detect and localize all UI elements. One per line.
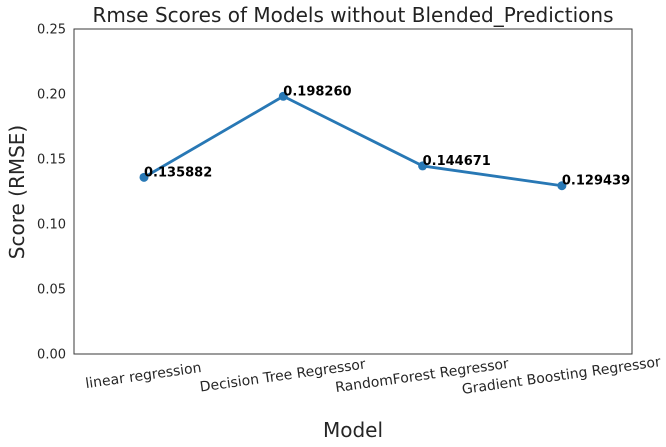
series-line-path <box>143 94 563 188</box>
y-tick-label: 0.00 <box>37 348 66 363</box>
data-label: 0.129439 <box>562 174 630 189</box>
chart-title: Rmse Scores of Models without Blended_Pr… <box>93 3 614 27</box>
data-point <box>139 172 149 182</box>
y-axis-label: Score (RMSE) <box>5 125 29 259</box>
data-point <box>557 181 567 191</box>
data-point <box>278 91 288 101</box>
data-labels: 0.135882 0.198260 0.144671 0.129439 <box>144 84 630 188</box>
y-tick-label: 0.20 <box>37 88 66 103</box>
series-points <box>139 91 567 191</box>
y-tick-label: 0.25 <box>37 23 66 38</box>
y-tick-label: 0.15 <box>37 153 66 168</box>
data-label: 0.144671 <box>423 154 491 169</box>
series-line <box>143 94 563 188</box>
y-axis-ticks: 0.00 0.05 0.10 0.15 0.20 0.25 <box>37 23 66 363</box>
plot-area-frame <box>73 28 633 355</box>
x-axis-label: Model <box>323 418 383 442</box>
y-tick-label: 0.05 <box>37 283 66 298</box>
data-point <box>418 161 428 171</box>
x-tick-label: linear regression <box>84 360 202 392</box>
y-tick-label: 0.10 <box>37 218 66 233</box>
data-label: 0.135882 <box>144 165 212 180</box>
data-label: 0.198260 <box>283 84 351 99</box>
